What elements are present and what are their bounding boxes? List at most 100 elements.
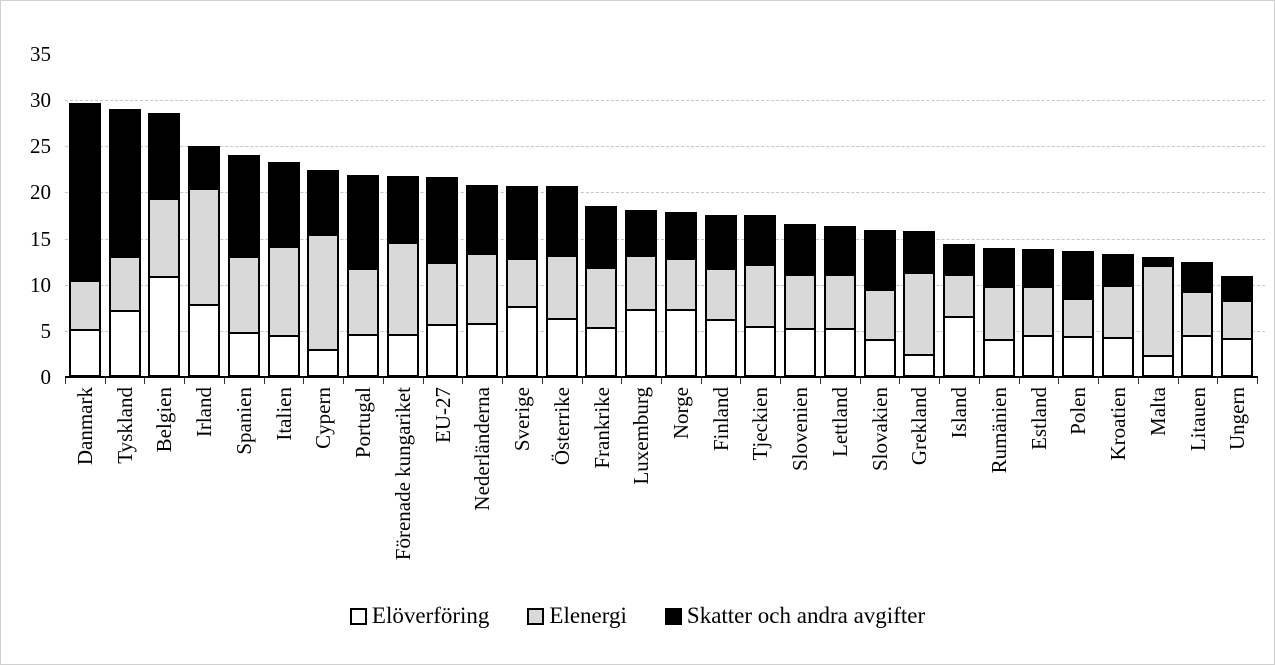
bar-segment-elenergi-slovenien — [784, 273, 816, 329]
x-axis-tick — [621, 377, 622, 384]
x-axis-label-malta: Malta — [1138, 387, 1178, 607]
x-axis-tick — [582, 377, 583, 384]
bar-segment-elenergi-finland — [705, 268, 737, 320]
x-axis-label-text: Sverige — [509, 387, 534, 452]
bar-segment-el-verf-ring-italien — [268, 334, 300, 377]
bar-segment-el-verf-ring-rum-nien — [983, 339, 1015, 377]
bar-eu-27 — [426, 177, 458, 377]
x-axis-label-text: Portugal — [350, 387, 375, 459]
x-axis-tick — [1217, 377, 1218, 384]
bar-segment-elenergi-grekland — [903, 271, 935, 354]
x-axis-label-cypern: Cypern — [303, 387, 343, 607]
bar-frankrike — [585, 206, 617, 377]
bar-segment-el-verf-ring-f-renade-kungariket — [387, 333, 419, 377]
x-axis-tick — [979, 377, 980, 384]
y-axis-label-35: 35 — [30, 42, 51, 66]
bar-segment-skatter-och-andra-avgifter-eu-27 — [426, 177, 458, 262]
x-axis-tick — [224, 377, 225, 384]
x-axis-label-text: Belgien — [151, 387, 176, 453]
bar-segment-el-verf-ring-nederl-nderna — [466, 323, 498, 377]
bar-slovenien — [784, 224, 816, 377]
x-axis-label-text: Ungern — [1224, 387, 1249, 450]
x-axis-label-rum-nien: Rumänien — [979, 387, 1019, 607]
x-axis-label-text: Finland — [708, 387, 733, 452]
x-axis-label-text: Danmark — [72, 387, 97, 466]
bar-segment-skatter-och-andra-avgifter-irland — [188, 146, 220, 188]
bar-segment-el-verf-ring-sverige — [506, 305, 538, 377]
bar-segment-skatter-och-andra-avgifter-tjeckien — [744, 215, 776, 264]
bar-segment-el-verf-ring-estland — [1022, 334, 1054, 377]
bar-segment-skatter-och-andra-avgifter-tyskland — [109, 109, 141, 257]
y-axis-label-0: 0 — [40, 365, 52, 389]
y-axis-label-15: 15 — [30, 227, 51, 251]
bar-segment-skatter-och-andra-avgifter-litauen — [1181, 262, 1213, 292]
bar-segment-skatter-och-andra-avgifter-ungern — [1221, 275, 1253, 300]
x-axis-tick — [462, 377, 463, 384]
bar-segment-skatter-och-andra-avgifter--sterrike — [546, 185, 578, 256]
bar-estland — [1022, 249, 1054, 377]
bar-segment-elenergi--sterrike — [546, 255, 578, 318]
bar-segment-elenergi-spanien — [228, 256, 260, 332]
bar-segment-skatter-och-andra-avgifter-malta — [1142, 257, 1174, 266]
bar-segment-skatter-och-andra-avgifter-slovenien — [784, 224, 816, 274]
x-axis-label-text: Polen — [1065, 387, 1090, 435]
x-axis-label-text: Slovakien — [867, 387, 892, 471]
bar-segment-el-verf-ring-luxemburg — [625, 308, 657, 377]
x-axis-tick — [1178, 377, 1179, 384]
x-axis-tick — [184, 377, 185, 384]
x-axis-label-danmark: Danmark — [65, 387, 105, 607]
x-axis-label-kroatien: Kroatien — [1098, 387, 1138, 607]
bar-f-renade-kungariket — [387, 176, 419, 377]
y-axis-label-25: 25 — [30, 134, 51, 158]
x-axis-label-text: Island — [946, 387, 971, 439]
bar-segment-skatter-och-andra-avgifter-kroatien — [1102, 254, 1134, 285]
gridline-20 — [65, 192, 1265, 193]
bar-segment-elenergi-estland — [1022, 285, 1054, 335]
bar-segment-el-verf-ring--sterrike — [546, 317, 578, 377]
chart-legend: Elöverföring Elenergi Skatter och andra … — [1, 603, 1274, 629]
bar-segment-el-verf-ring-ungern — [1221, 338, 1253, 377]
bar-irland — [188, 146, 220, 377]
x-axis-label-text: Estland — [1026, 387, 1051, 450]
bar-segment-el-verf-ring-cypern — [307, 349, 339, 377]
x-axis-label-text: Tjeckien — [747, 387, 772, 461]
x-axis-tick — [661, 377, 662, 384]
bar-segment-skatter-och-andra-avgifter-island — [943, 244, 975, 274]
bar-segment-el-verf-ring-tyskland — [109, 309, 141, 377]
bar-segment-elenergi-cypern — [307, 233, 339, 350]
bar-segment-el-verf-ring-belgien — [148, 276, 180, 377]
bar-segment-el-verf-ring-danmark — [69, 329, 101, 377]
bar-segment-el-verf-ring-frankrike — [585, 327, 617, 377]
bar-danmark — [69, 103, 101, 377]
x-axis-tick — [899, 377, 900, 384]
bar-segment-elenergi-polen — [1062, 297, 1094, 336]
bar-luxemburg — [625, 209, 657, 377]
bar-belgien — [148, 113, 180, 377]
bar-litauen — [1181, 262, 1213, 377]
x-axis-label-belgien: Belgien — [144, 387, 184, 607]
bar-segment-elenergi-island — [943, 273, 975, 317]
legend-item-skatter: Skatter och andra avgifter — [664, 603, 925, 629]
x-axis-label-tyskland: Tyskland — [105, 387, 145, 607]
x-axis-tick — [105, 377, 106, 384]
x-axis-label-text: Luxemburg — [628, 387, 653, 485]
x-axis-label-text: Nederländerna — [469, 387, 494, 511]
bar-segment-el-verf-ring-polen — [1062, 335, 1094, 377]
x-axis-tick — [423, 377, 424, 384]
x-axis-tick — [1019, 377, 1020, 384]
x-axis-label-text: Grekland — [906, 387, 931, 466]
x-axis-label-lettland: Lettland — [820, 387, 860, 607]
bar-segment-elenergi-norge — [665, 258, 697, 309]
x-axis-label-norge: Norge — [661, 387, 701, 607]
x-axis-label-slovenien: Slovenien — [780, 387, 820, 607]
x-axis-tick — [542, 377, 543, 384]
legend-swatch-white — [349, 607, 367, 625]
bar-segment-skatter-och-andra-avgifter-frankrike — [585, 206, 617, 268]
x-axis-label-slovakien: Slovakien — [860, 387, 900, 607]
x-axis-tick — [303, 377, 304, 384]
bar-segment-skatter-och-andra-avgifter-belgien — [148, 113, 180, 198]
bar-segment-elenergi-danmark — [69, 280, 101, 330]
x-axis-label-island: Island — [939, 387, 979, 607]
bar-segment-skatter-och-andra-avgifter-estland — [1022, 249, 1054, 286]
bar-grekland — [903, 231, 935, 377]
